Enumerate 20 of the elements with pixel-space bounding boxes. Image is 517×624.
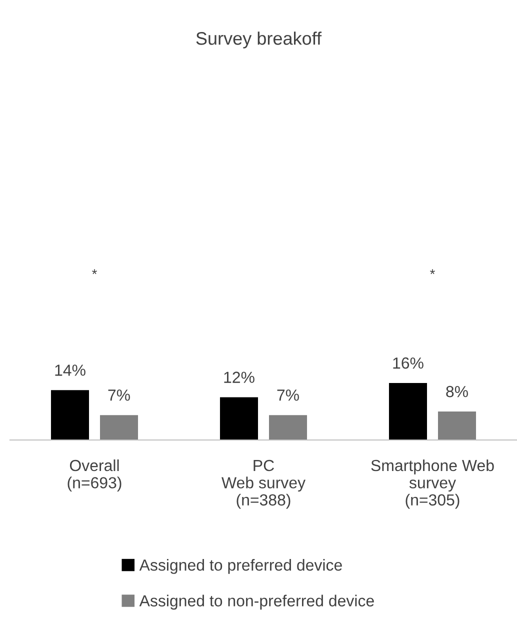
x-tick-label: Smartphone Web survey (n=305) — [371, 459, 494, 509]
legend-label: Assigned to non-preferred device — [139, 594, 374, 610]
bar — [388, 383, 428, 440]
bar — [100, 415, 138, 440]
text: * — [92, 269, 97, 274]
data-label: 8% — [446, 386, 468, 398]
data-label: 7% — [277, 390, 299, 401]
bar — [220, 397, 258, 440]
bar — [438, 412, 476, 440]
x-tick-label: PC Web survey (n=388) — [222, 460, 306, 509]
bar — [50, 390, 90, 440]
text: * — [430, 269, 435, 274]
data-label: 16% — [393, 357, 424, 369]
data-label: 14% — [55, 364, 86, 376]
legend-label: Assigned to preferred device — [139, 559, 342, 574]
data-label: 7% — [108, 390, 130, 401]
chart-title: Survey breakoff — [196, 32, 322, 48]
data-label: 12% — [224, 372, 254, 383]
x-tick-label: Overall (n=693) — [68, 459, 122, 492]
bar — [268, 415, 308, 440]
